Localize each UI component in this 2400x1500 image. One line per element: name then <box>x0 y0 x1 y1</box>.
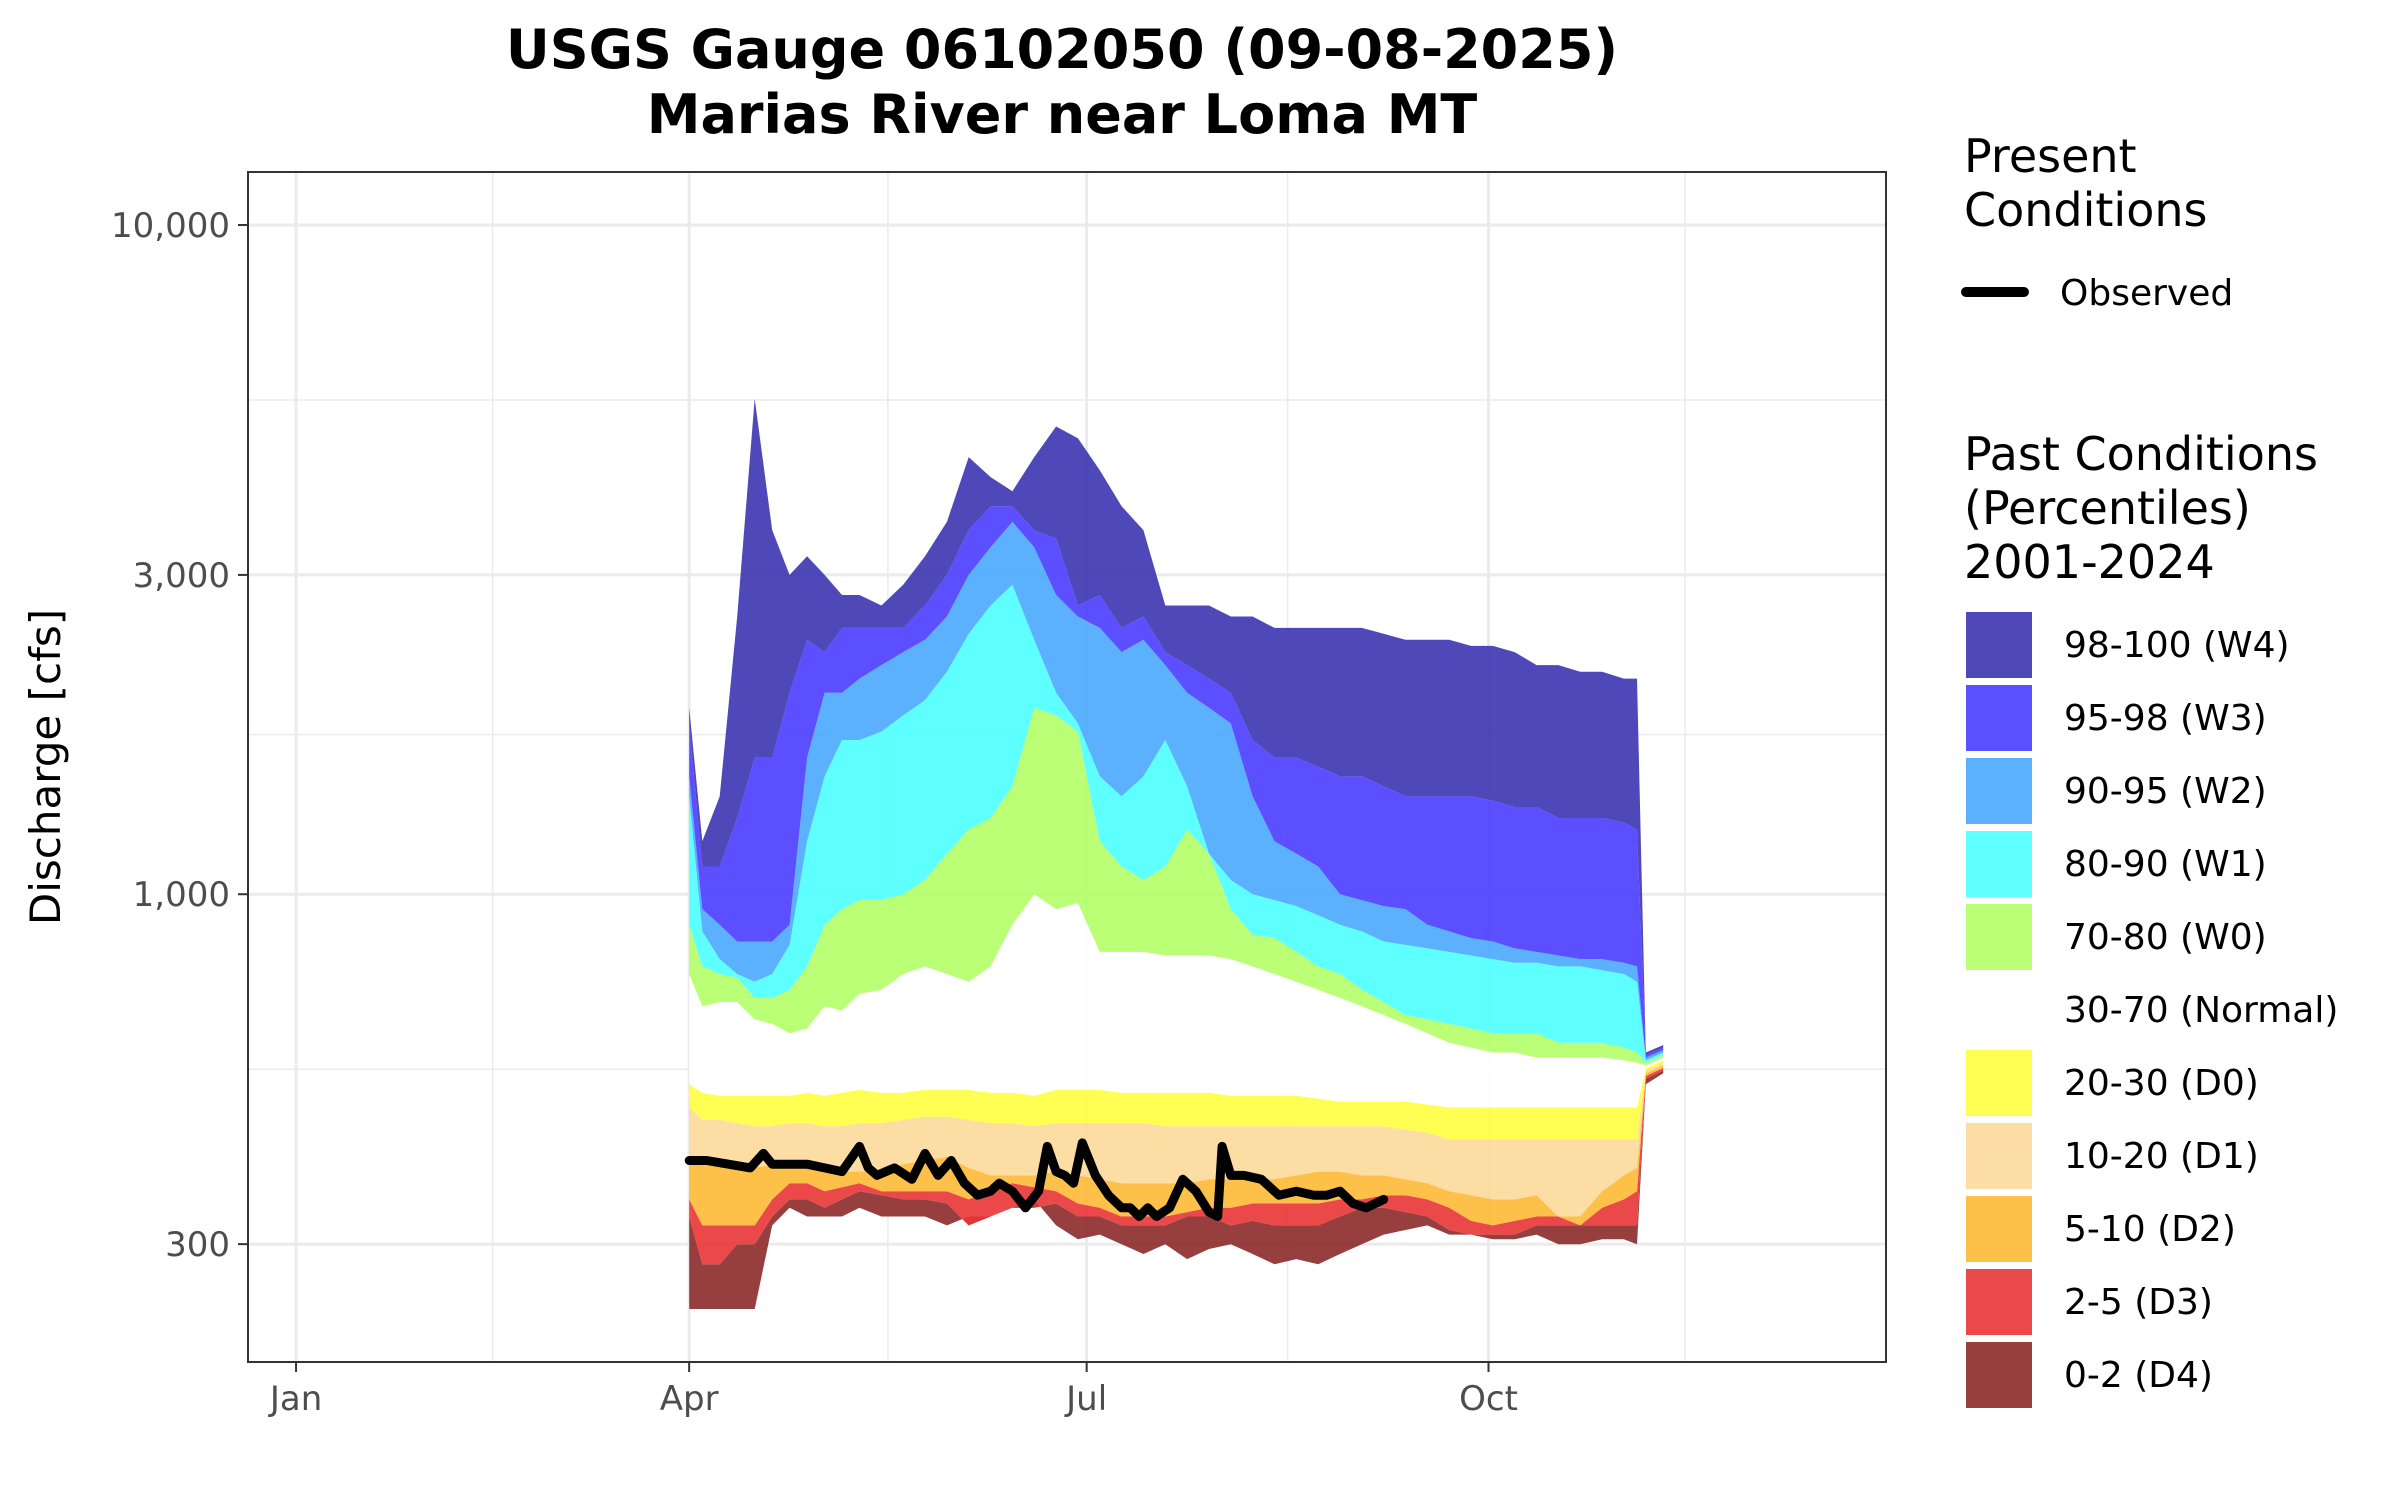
band-10-20-d1- <box>689 1062 1664 1217</box>
legend-swatch <box>1966 904 2032 970</box>
legend-band-label: 20-30 (D0) <box>2064 1063 2259 1104</box>
band-90-95-w2- <box>689 521 1664 1061</box>
chart-title-line1: USGS Gauge 06102050 (09-08-2025) <box>506 18 1618 81</box>
legend-swatch <box>1966 758 2032 824</box>
band-98-100-w4- <box>689 398 1664 1056</box>
legend-band-label: 10-20 (D1) <box>2064 1136 2259 1177</box>
legend-band-label: 95-98 (W3) <box>2064 698 2267 739</box>
chart-title-line2: Marias River near Loma MT <box>647 83 1478 146</box>
legend-past-title-line2: (Percentiles) <box>1964 481 2251 535</box>
y-tick-label: 300 <box>165 1225 230 1265</box>
legend-band-label: 70-80 (W0) <box>2064 917 2267 958</box>
legend-swatch <box>1966 612 2032 678</box>
band-30-70-normal- <box>689 894 1664 1108</box>
y-tick-label: 1,000 <box>133 875 230 915</box>
legend-band-label: 80-90 (W1) <box>2064 844 2267 885</box>
legend-bands: 98-100 (W4) 95-98 (W3) 90-95 (W2) 80-90 (W1… <box>1966 612 2338 1408</box>
legend-band-label: 30-70 (Normal) <box>2064 990 2338 1031</box>
legend-present-title-line1: Present <box>1964 129 2137 183</box>
legend-band-label: 90-95 (W2) <box>2064 771 2267 812</box>
plot-border <box>247 171 1887 1363</box>
legend-swatch <box>1966 1196 2032 1262</box>
axis-ticks: Jan Apr Jul Oct 10,000 3,000 1,000 300 <box>111 206 1518 1419</box>
observed-series <box>684 1138 1389 1221</box>
observed-line <box>684 1138 1389 1221</box>
legend-band-label: 2-5 (D3) <box>2064 1282 2213 1323</box>
legend-past-title-line1: Past Conditions <box>1964 427 2318 481</box>
x-tick-label: Jul <box>1064 1379 1107 1419</box>
legend-observed-label: Observed <box>2060 273 2233 314</box>
band-5-10-d2- <box>689 1065 1664 1226</box>
y-tick-label: 10,000 <box>111 206 230 246</box>
legend-present-title-line2: Conditions <box>1964 183 2207 237</box>
legend-band-label: 0-2 (D4) <box>2064 1355 2213 1396</box>
x-tick-label: Jan <box>268 1379 322 1419</box>
y-axis-title: Discharge [cfs] <box>21 609 70 925</box>
y-tick-label: 3,000 <box>133 556 230 596</box>
legend-swatch <box>1966 977 2032 1043</box>
band-70-80-w0- <box>689 707 1664 1066</box>
legend-band-label: 5-10 (D2) <box>2064 1209 2236 1250</box>
legend-swatch <box>1966 1050 2032 1116</box>
legend-past-title-line3: 2001-2024 <box>1964 535 2215 589</box>
legend: Present Conditions Observed Past Conditi… <box>1961 129 2338 1408</box>
percentile-bands <box>689 398 1664 1309</box>
x-tick-label: Apr <box>660 1379 719 1419</box>
x-tick-label: Oct <box>1459 1379 1518 1419</box>
legend-swatch <box>1966 831 2032 897</box>
legend-swatch <box>1966 1269 2032 1335</box>
legend-band-label: 98-100 (W4) <box>2064 625 2290 666</box>
legend-swatch <box>1966 1123 2032 1189</box>
band-80-90-w1- <box>689 584 1664 1063</box>
legend-swatch <box>1966 685 2032 751</box>
band-20-30-d0- <box>689 1060 1664 1140</box>
legend-swatch <box>1966 1342 2032 1408</box>
